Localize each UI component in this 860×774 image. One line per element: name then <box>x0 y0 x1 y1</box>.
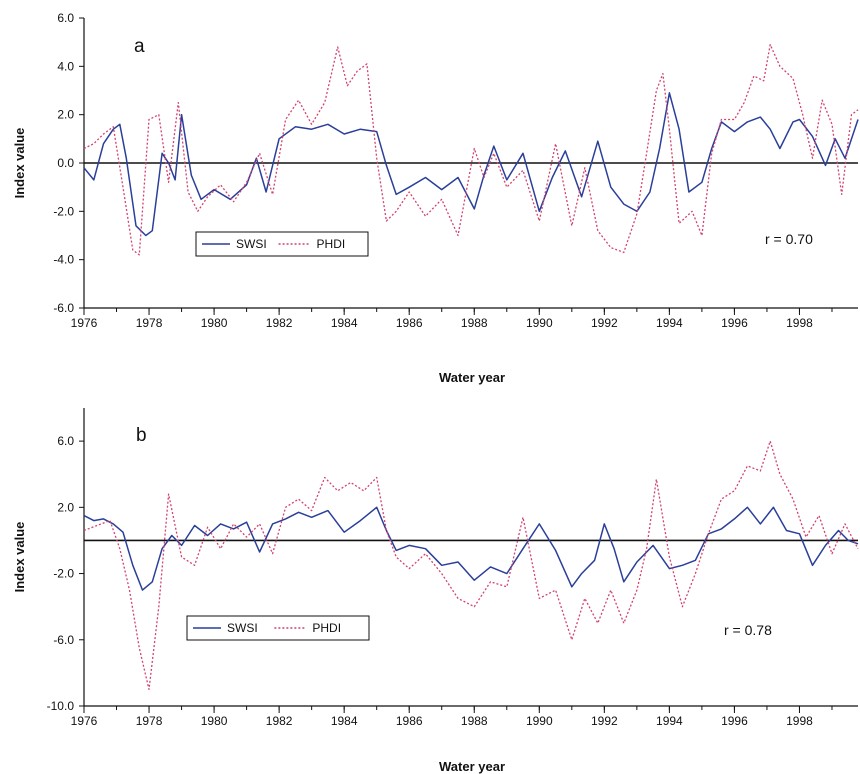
x-tick-label: 1984 <box>331 714 358 728</box>
x-tick-label: 1998 <box>786 316 813 330</box>
x-tick-label: 1978 <box>136 714 163 728</box>
panel-a: -6.0 -4.0 -2.0 0.0 2.0 4.0 6.0 1976 1978 1980 1982… <box>12 11 859 385</box>
x-tick-label: 1976 <box>71 714 98 728</box>
y-tick-label: 2.0 <box>57 500 74 514</box>
y-tick-label: -2.0 <box>53 567 74 581</box>
legend-label-swsi: SWSI <box>236 237 267 251</box>
x-tick-label: 1996 <box>721 714 748 728</box>
x-axis-title: Water year <box>439 370 505 385</box>
panel-b: -10.0 -6.0 -2.0 2.0 6.0 1976 1978 1980 1982 1984 1… <box>12 408 859 774</box>
x-tick-label: 1982 <box>266 714 293 728</box>
y-tick-label: -6.0 <box>53 301 74 315</box>
y-tick-label: 4.0 <box>57 59 74 73</box>
x-tick-label: 1982 <box>266 316 293 330</box>
x-tick-label: 1992 <box>591 316 618 330</box>
x-tick-label: 1998 <box>786 714 813 728</box>
x-tick-label: 1986 <box>396 714 423 728</box>
series-line-swsi <box>83 506 859 591</box>
legend-label-phdi: PHDI <box>312 621 341 635</box>
series-line-phdi <box>83 43 859 256</box>
y-tick-label: 6.0 <box>57 434 74 448</box>
x-tick-label: 1980 <box>201 316 228 330</box>
y-tick-label: -10.0 <box>47 699 75 713</box>
x-tick-label: 1980 <box>201 714 228 728</box>
x-tick-label: 1988 <box>461 714 488 728</box>
x-tick-label: 1978 <box>136 316 163 330</box>
y-tick-label: -6.0 <box>53 633 74 647</box>
x-tick-label: 1984 <box>331 316 358 330</box>
x-tick-label: 1994 <box>656 714 683 728</box>
y-tick-label: 0.0 <box>57 156 74 170</box>
correlation-annotation: r = 0.78 <box>724 622 772 638</box>
x-tick-label: 1992 <box>591 714 618 728</box>
y-tick-label: 6.0 <box>57 11 74 25</box>
y-axis-title: Index value <box>12 128 27 199</box>
legend-label-phdi: PHDI <box>317 237 346 251</box>
series-line-phdi <box>83 440 859 691</box>
y-tick-label: -2.0 <box>53 204 74 218</box>
y-tick-label: -4.0 <box>53 253 74 267</box>
x-tick-label: 1990 <box>526 316 553 330</box>
x-tick-label: 1976 <box>71 316 98 330</box>
y-tick-label: 2.0 <box>57 108 74 122</box>
x-tick-label: 1994 <box>656 316 683 330</box>
x-tick-label: 1986 <box>396 316 423 330</box>
y-axis-title: Index value <box>12 522 27 593</box>
x-axis-title: Water year <box>439 759 505 774</box>
correlation-annotation: r = 0.70 <box>765 231 813 247</box>
x-tick-label: 1988 <box>461 316 488 330</box>
panel-label: a <box>134 36 145 57</box>
x-tick-label: 1996 <box>721 316 748 330</box>
legend-label-swsi: SWSI <box>227 621 258 635</box>
panel-label: b <box>136 425 147 446</box>
x-tick-label: 1990 <box>526 714 553 728</box>
